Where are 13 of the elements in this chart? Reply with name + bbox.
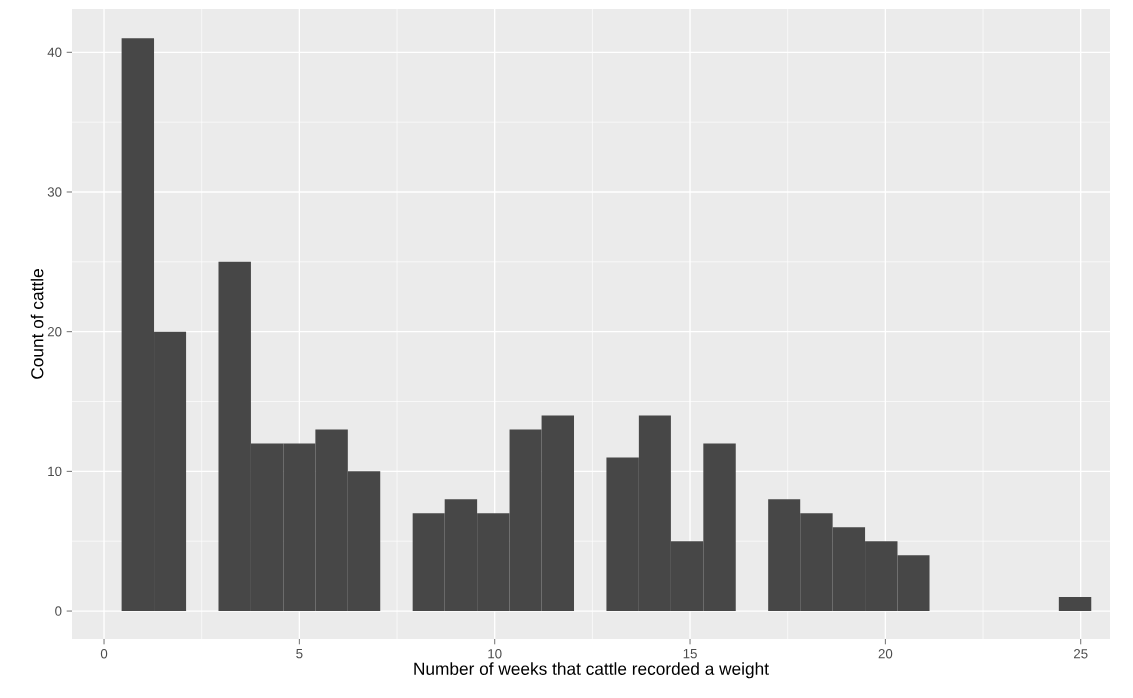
y-tick-label: 0: [55, 606, 62, 616]
y-tick-label: 20: [47, 326, 62, 337]
x-tick-label: 0: [100, 649, 108, 659]
x-tick-label: 5: [296, 649, 303, 659]
x-tick-label: 25: [1073, 649, 1088, 659]
x-axis-title: Number of weeks that cattle recorded a weight: [414, 662, 769, 679]
y-tick-label: 30: [47, 187, 62, 197]
y-axis-title: Count of cattle: [30, 269, 44, 379]
x-tick-label: 20: [878, 649, 893, 659]
y-tick-label: 10: [48, 466, 62, 477]
x-tick-label: 15: [683, 649, 697, 659]
y-tick-label: 40: [47, 47, 62, 57]
x-tick-label: 10: [488, 649, 502, 659]
